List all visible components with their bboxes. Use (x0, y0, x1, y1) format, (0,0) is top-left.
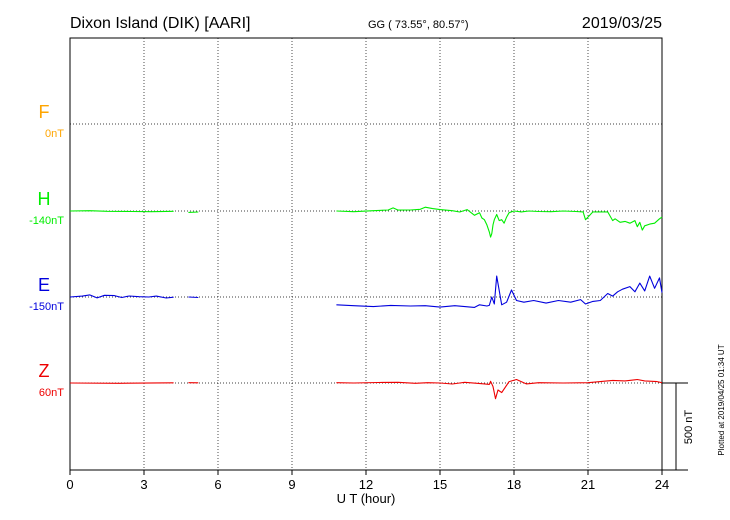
x-tick-label-2: 6 (214, 477, 221, 492)
series-line-H (69, 206, 663, 238)
series-line-Z (69, 378, 663, 400)
chart-coords: GG ( 73.55°, 80.57°) (368, 19, 469, 31)
chart-title: Dixon Island (DIK) [AARI] (70, 15, 251, 32)
scale-bar-label: 500 nT (683, 410, 695, 445)
channel-name-H: H (38, 189, 51, 209)
x-axis-label: U T (hour) (337, 491, 396, 506)
channel-name-Z: Z (39, 361, 50, 381)
x-ticks: 0 3 6 9 12 15 18 21 24 (66, 470, 669, 492)
channel-name-F: F (39, 102, 50, 122)
series-line-E (69, 275, 663, 308)
channel-baseline-Z: 60nT (39, 387, 64, 399)
plotted-note: Plotted at 2019/04/25 01:34 UT (717, 344, 726, 455)
x-tick-label-6: 18 (507, 477, 521, 492)
channel-labels: F 0nT H -140nT E -150nT Z 60nT (29, 102, 64, 399)
channel-baseline-E: -150nT (29, 301, 64, 313)
grid (70, 38, 662, 470)
x-tick-label-4: 12 (359, 477, 373, 492)
x-tick-label-3: 9 (288, 477, 295, 492)
chart-date: 2019/03/25 (582, 15, 662, 32)
x-tick-label-1: 3 (140, 477, 147, 492)
x-tick-label-0: 0 (66, 477, 73, 492)
x-tick-label-7: 21 (581, 477, 595, 492)
x-tick-label-5: 15 (433, 477, 447, 492)
channel-name-E: E (38, 275, 50, 295)
channel-baseline-F: 0nT (45, 128, 64, 140)
x-tick-label-8: 24 (655, 477, 669, 492)
channel-baseline-H: -140nT (29, 215, 64, 227)
scale-bar: 500 nT (662, 382, 695, 471)
traces (69, 206, 663, 400)
